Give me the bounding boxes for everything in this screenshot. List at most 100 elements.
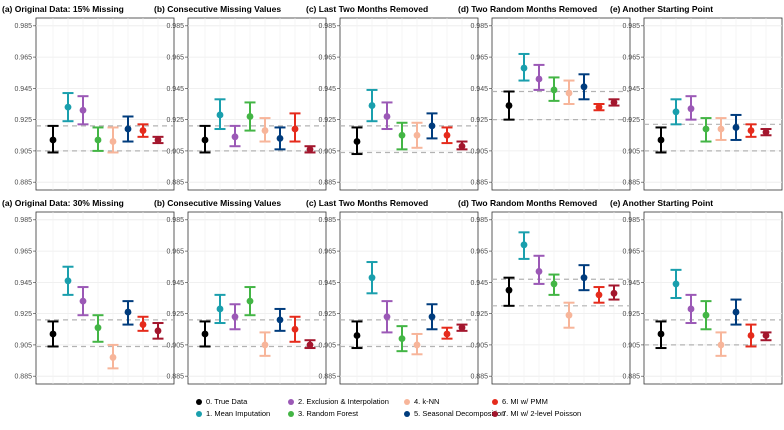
legend-item: 4. k-NN: [404, 397, 439, 407]
panel-frame: [491, 211, 631, 385]
point-estimate: [413, 131, 421, 139]
error-bar: [730, 113, 742, 141]
point-estimate: [383, 313, 391, 321]
point-estimate: [657, 136, 665, 144]
y-tick-label: 0.905: [166, 342, 184, 349]
error-bar: [655, 320, 667, 350]
point-estimate: [306, 341, 314, 349]
y-tick-label: 0.885: [622, 180, 640, 187]
legend-swatch: [404, 398, 410, 405]
y-tick-label: 0.965: [14, 54, 32, 61]
point-estimate: [520, 241, 528, 249]
point-estimate: [747, 332, 755, 339]
point-estimate: [762, 128, 770, 136]
point-estimate: [580, 274, 588, 282]
panel: (d) Two Random Months Removed 0.985 0.965 0…: [458, 4, 631, 191]
point-estimate: [550, 86, 558, 94]
point-estimate: [505, 286, 513, 294]
panel: (e) Another Starting Point 0.985 0.965 0.94…: [610, 4, 783, 191]
y-tick-label: 0.905: [470, 342, 488, 349]
y-tick-label: 0.885: [470, 374, 488, 381]
y-tick-label: 0.885: [14, 180, 32, 187]
point-estimate: [702, 311, 710, 319]
legend: 0. True Data 1. Mean Imputation 2. Exclusi…: [196, 397, 596, 427]
error-bar: [396, 325, 408, 353]
error-bar: [351, 320, 363, 350]
error-bar: [441, 126, 453, 145]
error-bar: [715, 117, 727, 141]
y-tick-label: 0.925: [318, 117, 336, 124]
panel-frame: [35, 211, 175, 385]
point-estimate: [216, 305, 224, 313]
y-tick-label: 0.985: [470, 217, 488, 224]
point-estimate: [687, 305, 695, 313]
point-estimate: [49, 330, 57, 338]
point-estimate: [398, 335, 406, 343]
error-bar: [715, 331, 727, 357]
point-estimate: [306, 145, 314, 153]
panel-title: (a) Original Data: 30% Missing: [2, 198, 124, 208]
point-estimate: [428, 313, 436, 321]
error-bar: [199, 124, 211, 154]
legend-label: 6. MI w/ PMM: [502, 397, 548, 406]
point-estimate: [610, 289, 618, 297]
y-tick-label: 0.985: [318, 23, 336, 30]
y-tick-label: 0.985: [14, 23, 32, 30]
legend-label: 3. Random Forest: [298, 409, 359, 418]
point-estimate: [368, 274, 376, 282]
error-bar: [244, 286, 256, 317]
y-tick-label: 0.985: [622, 217, 640, 224]
point-estimate: [565, 89, 573, 97]
y-tick-label: 0.945: [318, 280, 336, 287]
point-estimate: [398, 131, 406, 139]
error-bar: [304, 339, 316, 350]
point-estimate: [672, 280, 680, 288]
point-estimate: [64, 103, 72, 111]
y-tick-label: 0.985: [470, 23, 488, 30]
panel-title: (b) Consecutive Missing Values: [154, 198, 281, 208]
point-estimate: [291, 325, 299, 333]
point-estimate: [595, 103, 603, 111]
error-bar: [381, 300, 393, 334]
y-tick-label: 0.945: [622, 280, 640, 287]
y-tick-label: 0.885: [166, 374, 184, 381]
error-bar: [518, 231, 530, 260]
error-bar: [456, 140, 468, 151]
error-bar: [244, 101, 256, 132]
error-bar: [366, 88, 378, 123]
point-estimate: [443, 131, 451, 139]
point-estimate: [458, 142, 466, 150]
y-tick-label: 0.965: [622, 54, 640, 61]
legend-label: 4. k-NN: [414, 397, 440, 406]
y-tick-label: 0.905: [318, 148, 336, 155]
point-estimate: [747, 127, 755, 134]
error-bar: [259, 117, 271, 143]
point-estimate: [64, 277, 72, 285]
panel: (d) Two Random Months Removed 0.985 0.965 0…: [458, 198, 631, 385]
point-estimate: [702, 125, 710, 133]
error-bar: [548, 273, 560, 296]
y-tick-label: 0.885: [318, 374, 336, 381]
y-tick-label: 0.925: [166, 117, 184, 124]
error-bar: [229, 303, 241, 331]
point-estimate: [458, 324, 466, 332]
point-estimate: [246, 297, 254, 305]
point-estimate: [428, 122, 436, 130]
error-bar: [533, 254, 545, 285]
error-bar: [137, 123, 149, 138]
error-bar: [274, 307, 286, 332]
panel-frame: [187, 17, 327, 191]
legend-label: 7. MI w/ 2-level Poisson: [502, 409, 582, 418]
y-tick-label: 0.905: [14, 342, 32, 349]
y-tick-label: 0.945: [470, 280, 488, 287]
legend-item: 6. MI w/ PMM: [492, 397, 548, 407]
y-tick-label: 0.965: [470, 54, 488, 61]
panel-title: (e) Another Starting Point: [610, 4, 713, 14]
y-tick-label: 0.885: [318, 180, 336, 187]
y-tick-label: 0.945: [318, 86, 336, 93]
error-bar: [608, 98, 620, 107]
point-estimate: [672, 108, 680, 116]
point-estimate: [276, 135, 284, 142]
y-tick-label: 0.965: [470, 248, 488, 255]
error-bar: [47, 124, 59, 154]
